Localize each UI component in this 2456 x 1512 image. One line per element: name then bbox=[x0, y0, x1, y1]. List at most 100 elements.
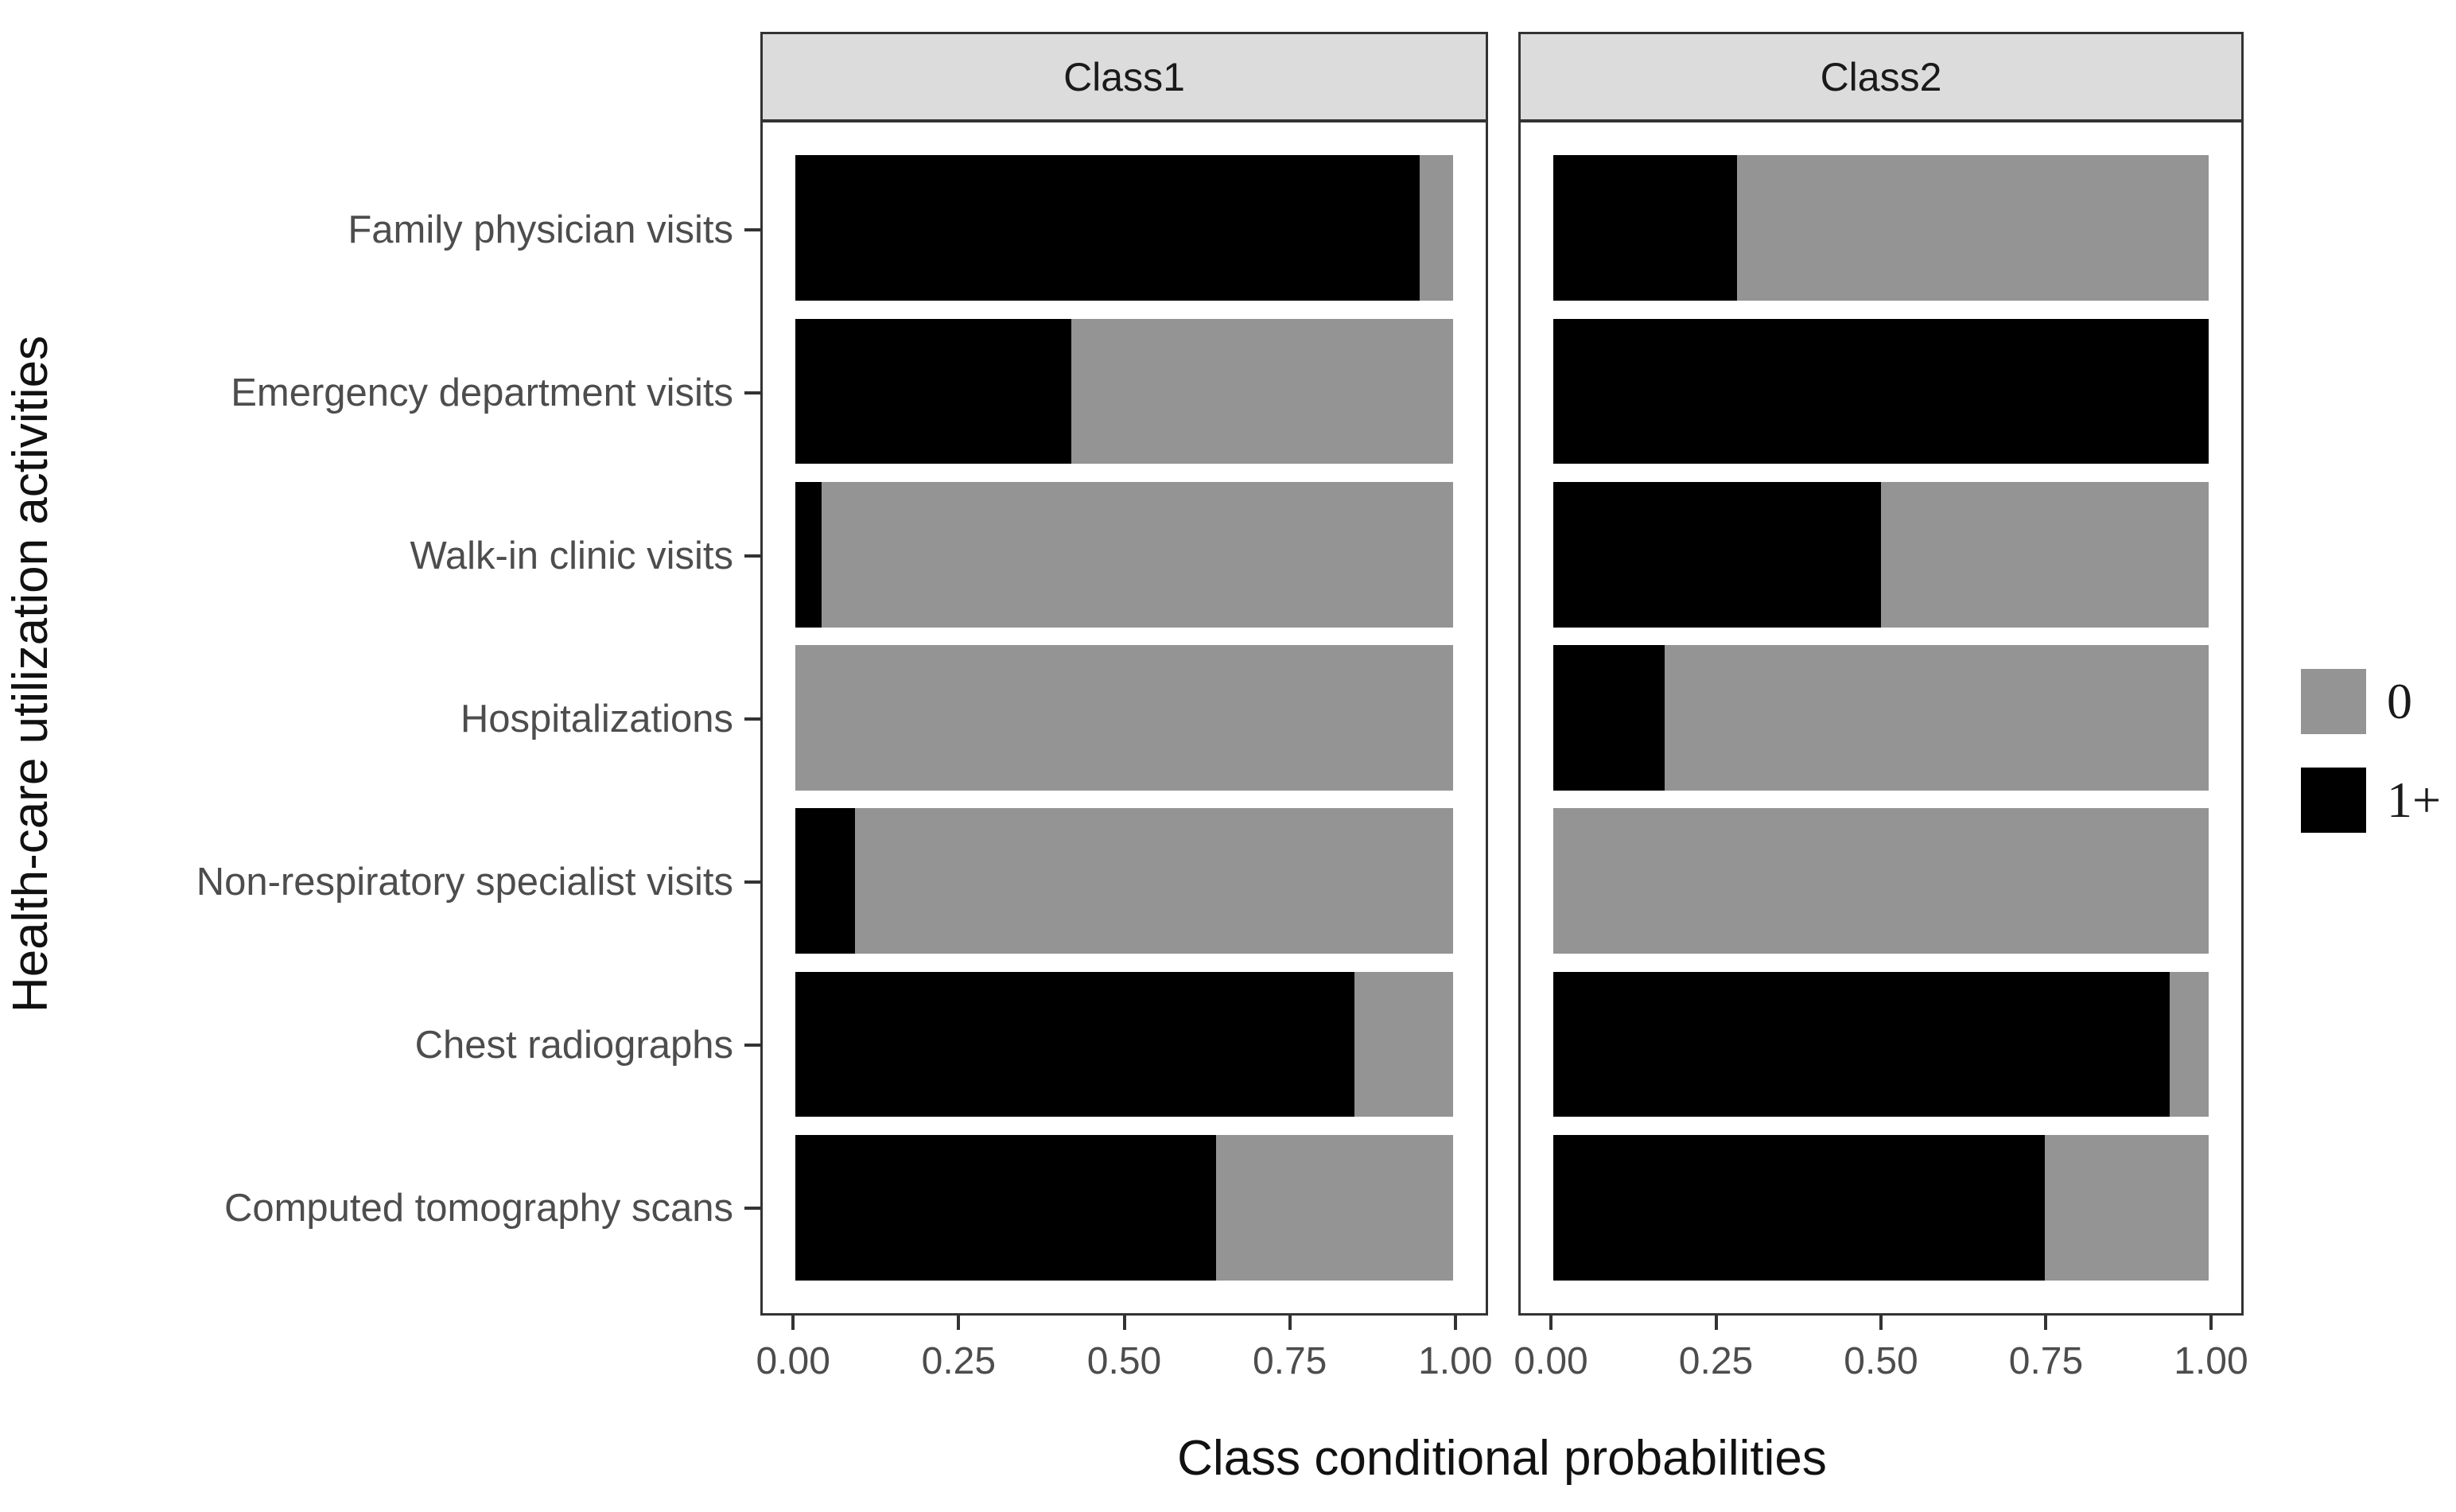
bar-row bbox=[1553, 962, 2209, 1125]
bar-segment-one-plus bbox=[795, 808, 855, 954]
legend-label: 0 bbox=[2387, 673, 2412, 729]
bar-segment-zero bbox=[2044, 1134, 2209, 1281]
x-tick-mark bbox=[1453, 1316, 1457, 1330]
y-label: Non-respiratory specialist visits bbox=[196, 860, 733, 904]
y-label-row: Chest radiographs bbox=[62, 963, 760, 1126]
stacked-bar-family-physician-visits bbox=[795, 155, 1453, 301]
x-tick-label: 0.50 bbox=[1844, 1340, 1918, 1382]
bar-segment-one-plus bbox=[1553, 971, 2170, 1117]
x-axis-class1: 0.00 0.25 0.50 0.75 1.00 bbox=[756, 1316, 1493, 1405]
x-tick-mark bbox=[2044, 1316, 2048, 1330]
bar-segment-one-plus bbox=[795, 481, 822, 628]
legend-label: 1+ bbox=[2387, 772, 2442, 828]
bar-segment-zero bbox=[1420, 155, 1453, 301]
facet-strip-class2: Class2 bbox=[1518, 32, 2244, 122]
legend-item: 1+ bbox=[2301, 768, 2456, 833]
x-tick-label: 0.00 bbox=[756, 1340, 830, 1382]
bar-segment-one-plus bbox=[1553, 1134, 2045, 1281]
stacked-bar-non-respiratory-specialist-visits bbox=[795, 808, 1453, 954]
facet-strip-label: Class1 bbox=[1063, 54, 1185, 99]
y-tick-mark bbox=[744, 880, 760, 884]
y-label: Computed tomography scans bbox=[223, 1186, 733, 1230]
y-tick-mark bbox=[744, 1043, 760, 1047]
bar-segment-zero bbox=[822, 481, 1453, 628]
y-label-row: Computed tomography scans bbox=[62, 1126, 760, 1289]
bar-row bbox=[795, 962, 1453, 1125]
bar-segment-zero bbox=[1354, 971, 1453, 1117]
bar-segment-zero bbox=[854, 808, 1453, 954]
bar-segment-one-plus bbox=[1553, 318, 2209, 464]
y-tick-mark bbox=[744, 554, 760, 558]
legend: 0 1+ bbox=[2244, 154, 2456, 1347]
y-label: Walk-in clinic visits bbox=[410, 534, 733, 578]
panel-class2 bbox=[1518, 122, 2244, 1316]
stacked-bar-walk-in-clinic-visits bbox=[795, 481, 1453, 628]
bar-segment-one-plus bbox=[795, 1134, 1217, 1281]
x-tick-label: 0.75 bbox=[1252, 1340, 1327, 1382]
bar-segment-zero bbox=[2169, 971, 2209, 1117]
x-tick-label: 0.25 bbox=[1678, 1340, 1754, 1382]
y-label-row: Emergency department visits bbox=[62, 312, 760, 475]
x-tick-mark bbox=[2209, 1316, 2213, 1330]
y-label: Emergency department visits bbox=[231, 371, 733, 415]
x-tick-mark bbox=[1122, 1316, 1126, 1330]
bar-segment-zero bbox=[1071, 318, 1453, 464]
y-tick-mark bbox=[744, 228, 760, 232]
y-label-row: Family physician visits bbox=[62, 149, 760, 312]
facet-strip-class1: Class1 bbox=[760, 32, 1488, 122]
x-tick-mark bbox=[1288, 1316, 1292, 1330]
bar-segment-one-plus bbox=[795, 971, 1354, 1117]
y-label: Family physician visits bbox=[348, 208, 733, 252]
bar-row bbox=[795, 1126, 1453, 1289]
stacked-bar-computed-tomography-scans bbox=[795, 1134, 1453, 1281]
y-axis-title-text: Health-care utilization activities bbox=[3, 335, 59, 1013]
x-tick-label: 1.00 bbox=[1418, 1340, 1493, 1382]
legend-item: 0 bbox=[2301, 669, 2456, 734]
y-label-row: Hospitalizations bbox=[62, 638, 760, 801]
stacked-bar-chest-radiographs bbox=[1553, 971, 2209, 1117]
bar-segment-zero bbox=[795, 645, 1453, 791]
legend-key-swatch bbox=[2301, 669, 2366, 734]
x-axis-class2: 0.00 0.25 0.50 0.75 1.00 bbox=[1514, 1316, 2248, 1405]
bar-row bbox=[795, 636, 1453, 799]
panel-class1 bbox=[760, 122, 1488, 1316]
y-tick-mark bbox=[744, 391, 760, 395]
bar-row bbox=[1553, 473, 2209, 636]
stacked-bar-emergency-department-visits bbox=[1553, 318, 2209, 464]
bar-row bbox=[795, 473, 1453, 636]
facet-strip-label: Class2 bbox=[1820, 54, 1942, 99]
bar-segment-one-plus bbox=[795, 318, 1072, 464]
bar-segment-zero bbox=[1736, 155, 2209, 301]
bar-row bbox=[795, 146, 1453, 309]
y-label: Hospitalizations bbox=[460, 698, 733, 740]
bar-segment-zero bbox=[1553, 808, 2209, 954]
x-tick-mark bbox=[791, 1316, 795, 1330]
x-tick-label: 0.50 bbox=[1086, 1340, 1162, 1382]
bar-row bbox=[1553, 1126, 2209, 1289]
bar-row bbox=[795, 309, 1453, 472]
stacked-bar-walk-in-clinic-visits bbox=[1553, 481, 2209, 628]
x-tick-mark bbox=[957, 1316, 961, 1330]
x-tick-mark bbox=[1714, 1316, 1718, 1330]
y-axis-labels: Family physician visits Emergency departm… bbox=[62, 122, 760, 1316]
stacked-bar-hospitalizations bbox=[795, 645, 1453, 791]
bar-segment-zero bbox=[1665, 645, 2209, 791]
bar-row bbox=[1553, 309, 2209, 472]
bar-row bbox=[1553, 799, 2209, 962]
legend-key-swatch bbox=[2301, 768, 2366, 833]
x-axis-title: Class conditional probabilities bbox=[1177, 1431, 1827, 1486]
x-tick-mark bbox=[1549, 1316, 1553, 1330]
stacked-bar-family-physician-visits bbox=[1553, 155, 2209, 301]
y-label: Chest radiographs bbox=[414, 1023, 733, 1067]
bar-segment-zero bbox=[1881, 481, 2209, 628]
bar-segment-one-plus bbox=[795, 155, 1420, 301]
y-tick-mark bbox=[744, 717, 760, 721]
bar-row bbox=[1553, 146, 2209, 309]
x-tick-label: 0.25 bbox=[921, 1340, 997, 1382]
bar-segment-one-plus bbox=[1553, 645, 1665, 791]
x-tick-label: 0.00 bbox=[1514, 1340, 1588, 1382]
bar-segment-one-plus bbox=[1553, 155, 1737, 301]
y-label-row: Non-respiratory specialist visits bbox=[62, 800, 760, 963]
stacked-bar-computed-tomography-scans bbox=[1553, 1134, 2209, 1281]
